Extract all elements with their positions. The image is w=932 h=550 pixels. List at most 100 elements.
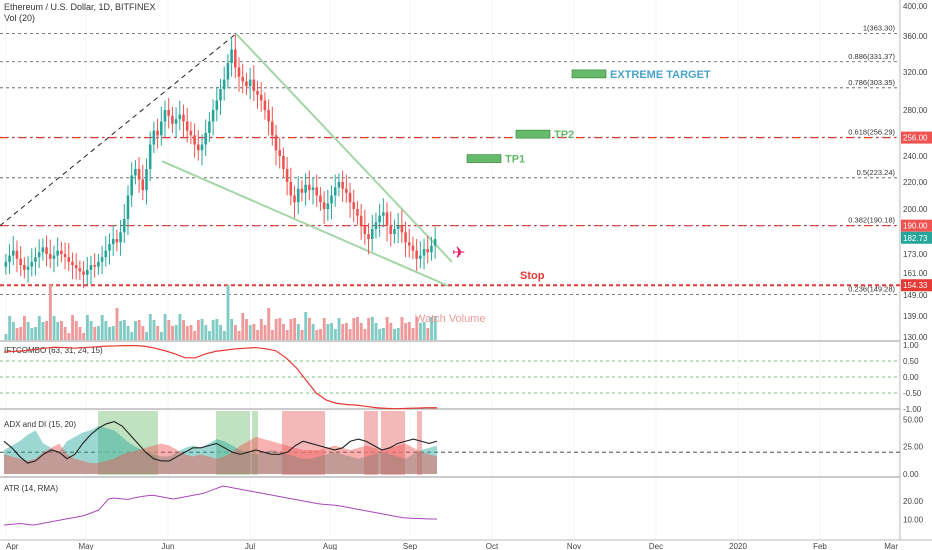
volume-label: Vol (20) <box>4 13 36 23</box>
volume-bar <box>393 329 396 340</box>
volume-bar <box>289 319 293 340</box>
candle-body <box>45 247 48 254</box>
volume-bar <box>15 328 19 340</box>
candle-body <box>100 257 104 262</box>
volume-bar <box>100 315 104 340</box>
candle-body <box>30 261 34 267</box>
volume-bar <box>259 319 263 340</box>
fib-level-label: 0.886(331.37) <box>848 52 895 61</box>
candle-body <box>400 225 404 233</box>
volume-bar <box>171 326 174 340</box>
price-tick-label: 220.00 <box>903 178 928 187</box>
time-tick-label: Jun <box>162 542 175 550</box>
candle-body <box>330 195 333 204</box>
ift-tick-label: -1.00 <box>903 405 922 414</box>
candle-body <box>237 67 241 77</box>
volume-bar <box>63 327 67 340</box>
target-label: TP1 <box>505 154 525 166</box>
candle-body <box>137 169 141 180</box>
volume-bar <box>204 325 208 340</box>
candle-body <box>245 81 248 87</box>
adx-title: ADX and DI (15, 20) <box>4 420 76 429</box>
volume-bar <box>285 330 289 340</box>
volume-bar <box>137 320 141 340</box>
volume-bar <box>48 285 52 340</box>
plus-di-area <box>4 426 437 474</box>
candle-body <box>356 209 359 216</box>
candle-body <box>285 169 289 182</box>
candle-body <box>74 265 78 269</box>
volume-bar <box>93 327 97 340</box>
volume-bar <box>148 314 152 340</box>
volume-bar <box>119 321 123 340</box>
volume-bar <box>400 317 404 340</box>
ift-line <box>3 345 437 410</box>
volume-bar <box>256 330 260 340</box>
volume-bar <box>56 322 60 340</box>
volume-bar <box>270 330 274 340</box>
candle-body <box>108 244 111 251</box>
volume-bar <box>248 325 252 340</box>
volume-bar <box>159 332 163 340</box>
volume-bar <box>363 329 367 340</box>
time-tick-label: May <box>78 542 93 550</box>
volume-bar <box>134 321 137 340</box>
volume-bar <box>30 328 34 340</box>
candle-body <box>8 255 11 262</box>
candle-body <box>278 150 282 156</box>
candle-body <box>411 245 415 251</box>
candle-body <box>319 195 322 203</box>
candle-body <box>271 121 274 136</box>
volume-bar <box>122 320 126 340</box>
candle-body <box>89 265 93 270</box>
candle-body <box>48 254 52 259</box>
volume-bar <box>219 325 223 340</box>
volume-bar <box>185 326 189 340</box>
volume-bar <box>381 328 385 340</box>
target-box <box>466 154 502 163</box>
candle-body <box>267 110 270 122</box>
candle-body <box>433 239 437 246</box>
candle-body <box>152 130 156 145</box>
candle-body <box>415 250 418 259</box>
adx-signal-band <box>364 411 378 475</box>
candle-body <box>404 232 407 243</box>
volume-bar <box>278 318 282 340</box>
candle-body <box>185 121 189 131</box>
candle-body <box>82 271 85 275</box>
candle-body <box>93 265 96 267</box>
price-tag-label: 190.00 <box>903 222 928 231</box>
candle-body <box>60 250 63 254</box>
volume-bar <box>115 308 119 340</box>
fib-level-label: 0.786(303.35) <box>848 78 895 87</box>
volume-bar <box>241 313 245 340</box>
price-tag <box>901 279 932 292</box>
volume-annotation: Watch Volume <box>415 313 486 325</box>
candle-body <box>182 114 185 122</box>
volume-bar <box>85 315 89 340</box>
ift-tick-label: -0.50 <box>903 389 922 398</box>
minus-di-area <box>4 436 437 474</box>
price-tick-label: 200.00 <box>903 205 928 214</box>
fib-level-label: 0.5(223.24) <box>857 168 896 177</box>
volume-bar <box>330 323 334 340</box>
atr-tick-label: 10.00 <box>903 515 924 524</box>
volume-bar <box>52 316 56 340</box>
candle-body <box>293 195 296 203</box>
candle-body <box>156 130 159 136</box>
stop-label: Stop <box>520 270 545 282</box>
volume-bar <box>89 321 93 340</box>
volume-bar <box>71 315 75 340</box>
volume-bar <box>60 321 63 340</box>
candle-body <box>130 175 133 196</box>
volume-bar <box>163 314 167 340</box>
volume-bar <box>167 320 171 340</box>
candle-body <box>300 188 304 193</box>
time-tick-label: Feb <box>813 542 827 550</box>
candle-body <box>196 144 200 151</box>
candle-body <box>226 63 230 80</box>
volume-bar <box>67 333 71 340</box>
candle-body <box>296 188 300 203</box>
candle-body <box>248 79 252 87</box>
volume-bar <box>8 316 12 340</box>
